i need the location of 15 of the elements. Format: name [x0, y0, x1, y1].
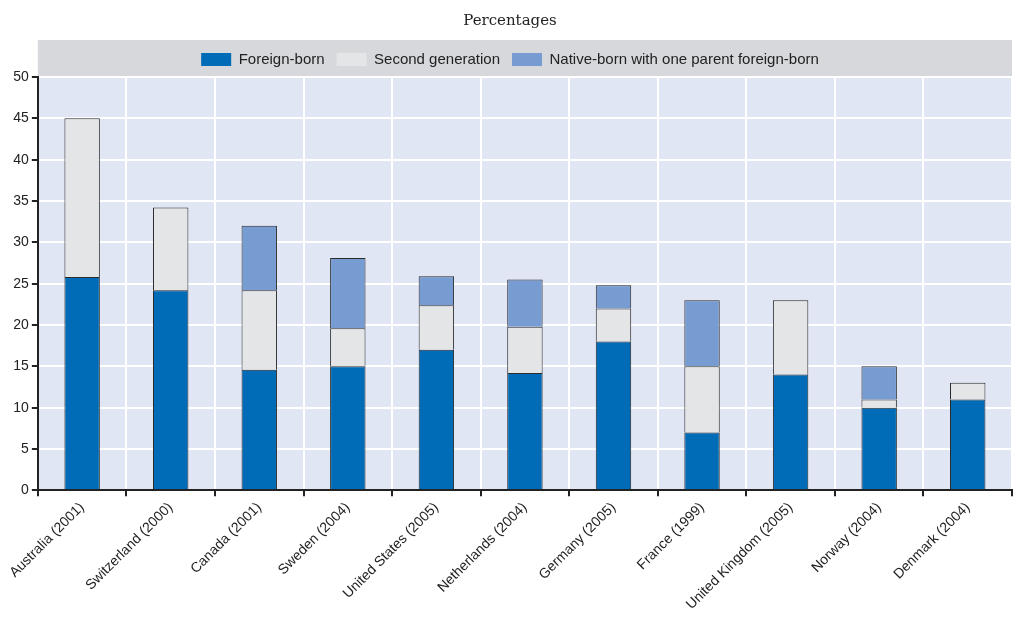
chart-subtitle: Percentages: [463, 10, 557, 29]
y-tick-label: 20: [13, 315, 30, 332]
legend-label: Foreign-born: [238, 49, 325, 67]
y-tick-label: 0: [21, 481, 30, 498]
y-tick-label: 40: [13, 150, 30, 167]
y-tick-label: 15: [13, 357, 30, 374]
y-tick-label: 30: [13, 233, 30, 250]
y-tick-label: 5: [21, 439, 30, 456]
legend-label: Second generation: [374, 49, 500, 67]
y-tick-label: 35: [13, 191, 30, 208]
legend-label: Native-born with one parent foreign-born: [549, 49, 819, 67]
y-tick-label: 45: [13, 109, 30, 126]
y-tick-label: 25: [13, 274, 30, 291]
y-tick-label: 50: [13, 67, 30, 84]
y-tick-label: 10: [13, 398, 30, 415]
